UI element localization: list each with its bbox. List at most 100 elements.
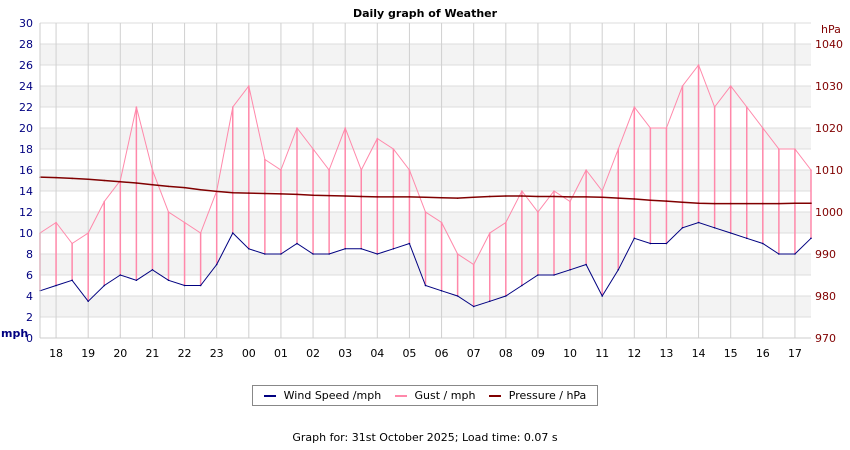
wind-speed-series-point (103, 284, 106, 287)
gust-series-point (376, 137, 379, 140)
wind-speed-series-point (810, 237, 812, 240)
x-tick: 09 (531, 347, 545, 360)
wind-speed-series-point (713, 226, 716, 229)
pressure-series-point (135, 182, 138, 184)
wind-speed-series-point (248, 247, 250, 250)
gust-series-point (440, 221, 443, 224)
wind-speed-series-point (697, 221, 700, 224)
wind-speed-series-point (665, 242, 668, 245)
pressure-series-point (745, 202, 748, 205)
x-tick: 12 (627, 347, 641, 360)
legend-gust-label: Gust / mph (414, 389, 476, 402)
pressure-series-point (569, 196, 571, 198)
x-tick: 05 (402, 347, 416, 360)
pressure-series-point (103, 179, 106, 182)
gust-series-point (135, 106, 138, 108)
y-tick-left: 26 (19, 59, 33, 72)
gust-series-point (424, 211, 427, 213)
wind-speed-series-point (794, 253, 796, 255)
x-tick: 16 (756, 347, 770, 360)
legend-wind-label: Wind Speed /mph (283, 389, 382, 402)
wind-speed-series-point (729, 232, 732, 234)
legend-item-gust: Gust / mph (394, 389, 476, 402)
gust-series-point (119, 179, 122, 182)
wind-speed-series-point (472, 305, 475, 308)
y-tick-left: 0 (26, 332, 33, 345)
chart-title: Daily graph of Weather (353, 7, 498, 20)
gust-series-point (151, 169, 154, 171)
pressure-series-point (505, 195, 507, 197)
x-tick: 10 (563, 347, 577, 360)
wind-speed-series-point (553, 274, 555, 276)
gust-series-point (633, 106, 636, 108)
gust-series-point (488, 232, 491, 234)
y-tick-left: 8 (26, 248, 33, 261)
x-tick: 22 (178, 347, 192, 360)
gust-series-point (231, 106, 234, 108)
wind-speed-series-point (87, 300, 89, 303)
wind-speed-series-point (328, 253, 330, 255)
x-tick: 13 (659, 347, 673, 360)
y-tick-left: 24 (19, 80, 33, 93)
pressure-series-point (71, 177, 73, 180)
gust-series-point (472, 263, 475, 266)
x-tick: 14 (692, 347, 706, 360)
pressure-swatch (488, 394, 501, 397)
gust-series-point (521, 190, 523, 192)
gust-series-point (649, 127, 652, 129)
pressure-series-point (183, 186, 186, 189)
wind-swatch (263, 394, 276, 397)
x-tick: 18 (49, 347, 63, 360)
wind-speed-series-point (649, 242, 652, 245)
gust-series-point (183, 221, 186, 224)
pressure-series-point (296, 193, 298, 196)
pressure-series-point (713, 202, 716, 205)
pressure-series-point (617, 197, 620, 199)
wind-speed-series-point (505, 295, 507, 297)
pressure-series-point (697, 202, 700, 204)
y-tick-left: 22 (19, 101, 33, 114)
wind-speed-series-point (215, 263, 218, 266)
pressure-series-point (248, 192, 250, 194)
pressure-series-point (424, 196, 427, 199)
wind-speed-series-point (745, 237, 748, 240)
x-tick: 19 (81, 347, 95, 360)
x-tick: 15 (724, 347, 738, 360)
y-tick-left: 30 (19, 17, 33, 30)
legend-item-pressure: Pressure / hPa (488, 389, 587, 402)
y-tick-left: 28 (19, 38, 33, 51)
grid-band (40, 128, 811, 149)
gust-series-point (408, 169, 411, 171)
wind-speed-series-point (360, 247, 363, 250)
x-tick: 06 (435, 347, 449, 360)
y-tick-left: 14 (19, 185, 33, 198)
wind-speed-series-point (312, 253, 314, 255)
wind-speed-series-point (199, 284, 202, 287)
legend-pressure-label: Pressure / hPa (508, 389, 587, 402)
pressure-series-point (633, 198, 636, 200)
wind-speed-series-point (183, 284, 186, 287)
pressure-series-point (585, 196, 587, 198)
gust-series-point (745, 106, 748, 108)
y-axis-left-label: mph (1, 327, 28, 340)
gust-series-point (296, 127, 298, 129)
y-tick-right: 980 (815, 290, 836, 303)
gust-series-point (328, 169, 330, 171)
gust-series-point (778, 148, 780, 150)
gust-series-point (199, 232, 202, 234)
pressure-series-point (729, 202, 732, 205)
grid-band (40, 44, 811, 65)
gust-series-point (264, 158, 266, 161)
wind-speed-series-point (521, 284, 523, 287)
wind-speed-series-point (231, 232, 234, 234)
pressure-series-point (199, 188, 202, 191)
pressure-series-point (360, 195, 363, 198)
y-tick-right: 1000 (815, 206, 843, 219)
pressure-series-point (328, 194, 330, 197)
x-tick: 23 (210, 347, 224, 360)
y-tick-right: 1010 (815, 164, 843, 177)
y-tick-right: 990 (815, 248, 836, 261)
pressure-series-point (344, 195, 346, 197)
y-tick-left: 16 (19, 164, 33, 177)
pressure-series-point (87, 178, 89, 181)
